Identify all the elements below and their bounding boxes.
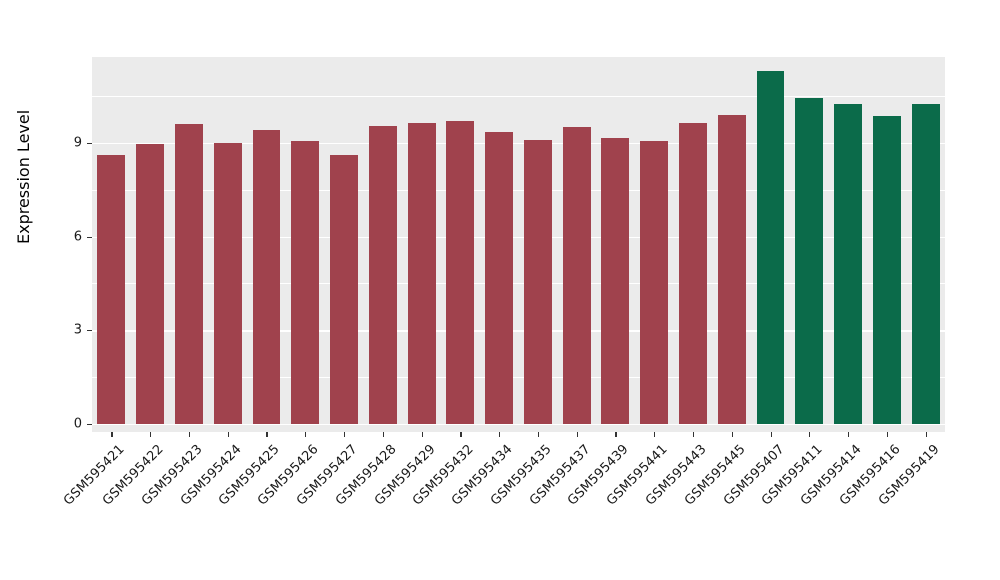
bar-GSM595443 <box>679 122 707 424</box>
x-tick-mark <box>111 432 113 437</box>
bar-GSM595411 <box>795 97 824 424</box>
gridline-minor <box>92 283 945 285</box>
bar-GSM595426 <box>291 141 320 424</box>
bar-GSM595445 <box>717 114 746 424</box>
gridline-minor <box>92 189 945 191</box>
y-tick-mark <box>87 142 92 145</box>
bar-GSM595414 <box>834 103 863 424</box>
y-axis-title: Expression Level <box>14 109 33 244</box>
x-tick-mark <box>731 432 733 437</box>
bar-GSM595421 <box>97 155 126 424</box>
y-tick-label: 9 <box>73 135 82 151</box>
x-tick-mark <box>809 432 811 437</box>
bar-GSM595437 <box>562 127 591 424</box>
x-tick-mark <box>692 432 695 437</box>
bar-GSM595434 <box>485 131 514 424</box>
gridline-minor <box>92 96 945 97</box>
x-tick-mark <box>537 432 540 437</box>
gridline-minor <box>92 377 945 378</box>
x-tick-mark <box>848 432 850 437</box>
bar-GSM595439 <box>601 138 630 424</box>
y-tick-label: 6 <box>73 229 82 245</box>
x-tick-mark <box>421 432 423 437</box>
x-tick-mark <box>615 432 617 437</box>
x-tick-mark <box>770 432 772 437</box>
gridline-major <box>92 330 945 332</box>
gridline-major <box>92 424 945 426</box>
x-tick-mark <box>382 432 384 437</box>
bar-GSM595416 <box>872 116 901 424</box>
bar-GSM595407 <box>756 71 785 424</box>
bar-GSM595429 <box>407 122 436 424</box>
gridline-major <box>92 236 945 238</box>
bar-GSM595428 <box>368 125 397 424</box>
x-tick-mark <box>576 432 578 437</box>
y-tick-label: 3 <box>73 322 82 338</box>
x-tick-mark <box>344 432 346 437</box>
x-tick-mark <box>925 432 927 437</box>
x-tick-mark <box>150 432 152 437</box>
x-tick-mark <box>188 432 191 437</box>
y-tick-mark <box>87 424 92 426</box>
x-tick-mark <box>305 432 307 437</box>
bar-GSM595422 <box>136 144 165 424</box>
bar-GSM595423 <box>174 124 203 424</box>
x-tick-mark <box>886 432 889 437</box>
bar-GSM595419 <box>911 103 940 424</box>
bar-GSM595432 <box>446 121 475 424</box>
y-tick-mark <box>87 236 92 238</box>
x-tick-mark <box>227 432 229 437</box>
bar-GSM595441 <box>640 141 669 424</box>
bar-GSM595427 <box>330 155 358 424</box>
x-tick-mark <box>654 432 656 437</box>
y-tick-mark <box>87 330 92 332</box>
gridline-major <box>92 142 945 145</box>
y-tick-label: 0 <box>73 416 82 432</box>
x-tick-mark <box>499 432 501 437</box>
x-tick-mark <box>266 432 268 437</box>
bar-GSM595424 <box>213 142 242 424</box>
bar-GSM595435 <box>523 139 552 424</box>
bar-GSM595425 <box>252 130 281 424</box>
x-tick-mark <box>460 432 462 437</box>
plot-panel <box>92 57 945 432</box>
